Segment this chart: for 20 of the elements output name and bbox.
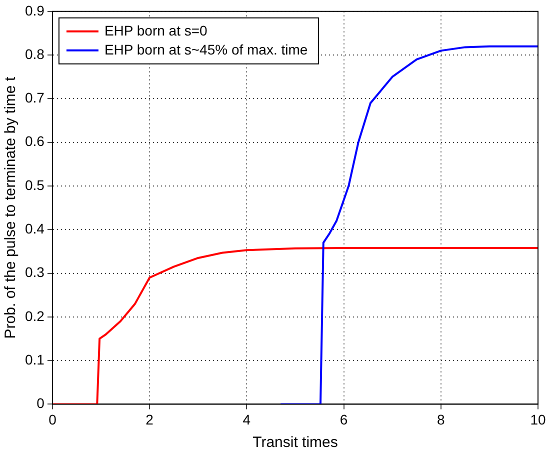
- x-tick-label: 4: [242, 411, 251, 428]
- x-axis-title: Transit times: [252, 434, 338, 452]
- x-tick-label: 2: [146, 411, 154, 428]
- y-tick-label: 0.7: [24, 90, 45, 106]
- legend-label: EHP born at s~45% of max. time: [104, 41, 308, 58]
- y-tick-label: 0.1: [24, 351, 45, 368]
- y-tick-label: 0.9: [24, 2, 45, 18]
- y-tick-label: 0.6: [24, 133, 45, 150]
- y-tick-label: 0.4: [24, 220, 45, 236]
- x-tick-label: 10: [530, 411, 546, 428]
- y-tick-label: 0.2: [24, 308, 45, 324]
- x-tick-label: 6: [340, 411, 348, 428]
- y-tick-label: 0: [36, 395, 45, 412]
- y-tick-label: 0.3: [24, 264, 45, 280]
- y-axis-title: Prob. of the pulse to terminate by time t: [2, 76, 20, 339]
- x-tick-label: 0: [48, 411, 57, 428]
- y-tick-label: 0.8: [24, 46, 45, 62]
- y-tick-label: 0.5: [24, 176, 45, 193]
- legend-label: EHP born at s=0: [104, 22, 208, 38]
- x-tick-label: 8: [436, 411, 445, 428]
